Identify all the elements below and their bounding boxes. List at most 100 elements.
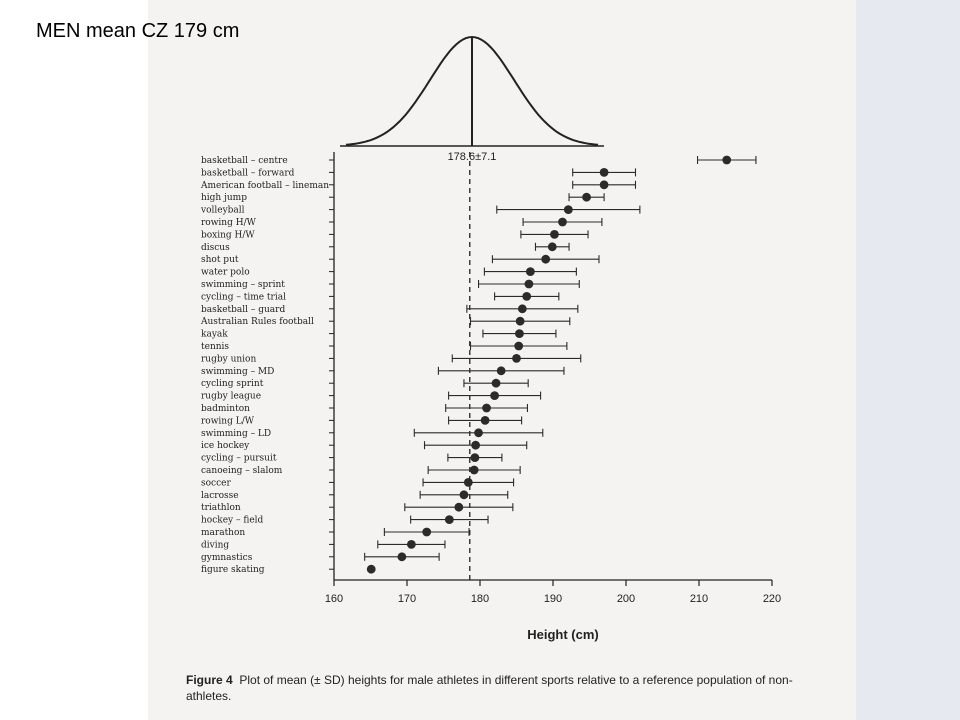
mean-point — [471, 440, 481, 450]
mean-point — [454, 502, 464, 512]
x-tick-label: 210 — [690, 593, 708, 605]
mean-point — [490, 391, 499, 400]
mean-point — [563, 205, 573, 215]
sport-row: swimming – LD — [201, 428, 544, 439]
mean-point — [397, 552, 407, 562]
sport-label: marathon — [201, 528, 245, 538]
mean-point — [599, 180, 609, 190]
sport-row: rugby league — [201, 391, 542, 402]
mean-point — [514, 341, 524, 351]
sport-label: basketball – centre — [201, 156, 288, 166]
mean-point — [512, 354, 521, 363]
x-tick-label: 220 — [763, 593, 781, 605]
sport-label: triathlon — [201, 503, 241, 513]
sport-label: swimming – MD — [201, 367, 274, 377]
sport-row: rowing H/W — [201, 217, 603, 228]
mean-point — [366, 564, 376, 574]
sport-label: boxing H/W — [201, 230, 255, 240]
mean-point — [480, 416, 490, 425]
mean-point — [482, 403, 491, 413]
sport-row: triathlon — [201, 502, 514, 513]
sport-label: rugby league — [201, 392, 261, 402]
mean-point — [582, 192, 591, 202]
normal-distribution: 178.6±7.1 — [340, 35, 604, 163]
sport-label: cycling sprint — [201, 379, 264, 389]
sport-row: discus — [201, 242, 570, 253]
sport-row: tennis — [201, 341, 568, 352]
sport-label: diving — [201, 540, 229, 550]
mean-point — [470, 453, 480, 462]
sport-label: cycling – pursuit — [201, 454, 277, 464]
sport-row: volleyball — [200, 205, 641, 216]
sport-row: diving — [201, 540, 446, 550]
sport-label: hockey – field — [201, 516, 264, 526]
sport-label: figure skating — [201, 565, 265, 575]
sport-label: American football – lineman — [200, 181, 329, 191]
x-axis-label: Height (cm) — [527, 627, 599, 642]
x-tick-label: 200 — [617, 593, 635, 605]
sport-label: volleyball — [200, 206, 245, 216]
sport-row: high jump — [201, 192, 605, 203]
x-axis: 160 170 180 190 200 210 220 — [325, 580, 781, 605]
mean-point — [422, 527, 432, 537]
sport-row: rugby union — [201, 354, 582, 364]
sport-row: basketball – centre — [201, 155, 757, 166]
slide-title: MEN mean CZ 179 cm — [36, 20, 240, 42]
mean-point — [469, 465, 479, 475]
mean-point — [496, 366, 506, 376]
scanned-page — [148, 0, 856, 720]
mean-point — [722, 155, 732, 165]
sport-row: cycling – time trial — [201, 292, 560, 302]
sport-label: shot put — [201, 255, 239, 265]
plot-frame — [333, 152, 772, 581]
sport-label: soccer — [201, 478, 231, 488]
sport-label: high jump — [201, 193, 247, 203]
sport-row: figure skating — [201, 564, 376, 575]
sport-label: badminton — [201, 404, 250, 414]
sport-label: rowing H/W — [201, 218, 257, 228]
sport-row: marathon — [201, 527, 470, 538]
mean-point — [444, 515, 454, 524]
sport-label: ice hockey — [201, 441, 250, 451]
mean-point — [524, 279, 534, 289]
mean-point — [491, 378, 501, 388]
sport-label: tennis — [201, 342, 229, 352]
sport-row: water polo — [201, 267, 577, 278]
mean-point — [525, 267, 535, 276]
x-tick-label: 180 — [471, 593, 489, 605]
sport-row: shot put — [201, 254, 600, 265]
sport-row: lacrosse — [201, 490, 509, 501]
mean-point — [515, 316, 525, 326]
sport-label: discus — [201, 243, 230, 253]
figure-label: Figure 4 — [186, 673, 233, 687]
mean-point — [515, 329, 524, 338]
sport-row: basketball – forward — [201, 168, 637, 178]
sport-row: American football – lineman — [200, 180, 637, 191]
sport-row: soccer — [201, 478, 515, 488]
mean-point — [474, 428, 483, 438]
mean-point — [558, 217, 567, 227]
sport-row: badminton — [201, 403, 529, 414]
sport-label: canoeing – slalom — [201, 466, 283, 476]
sport-row: gymnastics — [201, 552, 440, 563]
mean-point — [547, 242, 557, 252]
mean-point — [550, 230, 559, 239]
sport-row: hockey – field — [201, 515, 489, 526]
mean-point — [541, 254, 551, 264]
sport-label: swimming – LD — [201, 429, 271, 439]
mean-point — [406, 540, 416, 549]
mean-point — [459, 490, 469, 500]
mean-point — [599, 168, 609, 177]
sport-label: water polo — [201, 268, 250, 278]
sport-label: kayak — [201, 330, 228, 340]
sport-label: Australian Rules football — [200, 317, 314, 327]
sport-row: basketball – guard — [201, 304, 579, 315]
sport-label: rowing L/W — [201, 416, 255, 426]
sport-label: lacrosse — [201, 491, 239, 501]
height-chart: 178.6±7.1 basketball – centre basketball … — [200, 35, 781, 642]
sport-row: boxing H/W — [201, 230, 589, 240]
sport-row: cycling sprint — [201, 378, 529, 389]
sport-row: cycling – pursuit — [201, 453, 503, 464]
figure-caption: Figure 4 Plot of mean (± SD) heights for… — [186, 672, 836, 704]
mean-point — [517, 304, 527, 314]
